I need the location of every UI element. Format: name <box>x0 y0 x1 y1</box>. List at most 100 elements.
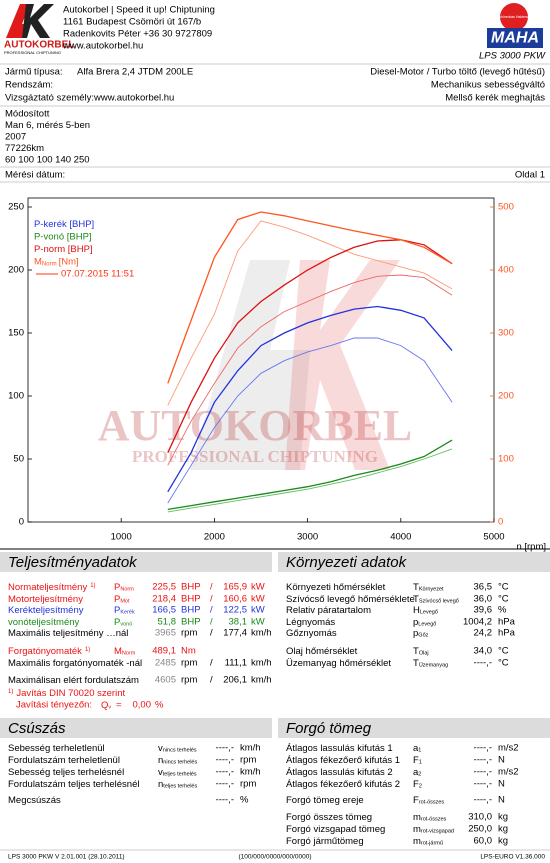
symbol-sub: vonó <box>120 622 132 628</box>
row-label: Fordulatszám terheletlenül <box>8 755 120 766</box>
row-value: ----,- <box>474 658 492 669</box>
row-label: Üzemanyag hőmérséklet <box>286 658 391 669</box>
label-text: Forgó összes tömeg <box>286 812 372 823</box>
row-unit: rpm <box>240 755 256 766</box>
row-label: Normateljesítmény 1) <box>8 582 96 593</box>
symbol-sub: nincs terhelés <box>163 760 197 766</box>
symbol-base: p <box>413 628 418 639</box>
symbol-base: M <box>114 646 122 657</box>
symbol-base: P <box>114 582 120 593</box>
row-unit2: km/h <box>251 658 272 669</box>
symbol-base: H <box>413 605 420 616</box>
legend-name: M <box>34 256 42 267</box>
row-label: Forgatónyomaték 1) <box>8 646 90 657</box>
symbol: MNorm <box>114 646 136 657</box>
row-unit: °C <box>498 594 509 605</box>
row-label: Gőznyomás <box>286 628 337 639</box>
row-label: Forgó tömeg ereje <box>286 795 364 806</box>
row-label: Szívócső levegő hőmérséklete <box>286 594 415 605</box>
row-unit2: km/h <box>251 628 272 639</box>
label-text: Átlagos lassulás kifutás 2 <box>286 767 393 778</box>
y-tick-label: 100 <box>8 391 24 402</box>
x-tick-label: 5000 <box>483 532 504 543</box>
symbol: pLevegő <box>413 617 436 628</box>
symbol-base: n <box>158 755 163 766</box>
label-text: Motorteljesítmény <box>8 594 83 605</box>
date-label: Mérési dátum: <box>5 170 65 181</box>
row-label: Fordulatszám teljes terhelésnél <box>8 779 139 790</box>
row-sep: / <box>210 658 213 669</box>
label-text: Forgó tömeg ereje <box>286 795 364 806</box>
symbol-sub: 2 <box>419 784 422 790</box>
watermark-shape <box>190 260 310 470</box>
symbol: nnincs terhelés <box>158 755 197 766</box>
row-value: 4605 <box>155 675 176 686</box>
row-unit: rpm <box>181 658 197 669</box>
symbol-base: T <box>413 582 419 593</box>
footer-center: (100/000/0000/000/0000) <box>238 854 311 861</box>
row-value2: 38,1 <box>229 617 248 628</box>
symbol-base: p <box>413 617 418 628</box>
section-title: Forgó tömeg <box>286 720 372 737</box>
row-unit: rpm <box>240 779 256 790</box>
row-label: Átlagos lassulás kifutás 1 <box>286 743 393 754</box>
label-text: Forgó vizsgapad tömeg <box>286 824 385 835</box>
note: Módosított <box>5 109 50 120</box>
symbol-base: m <box>413 812 421 823</box>
symbol-base: a <box>413 743 419 754</box>
row-label: Környezeti hőmérséklet <box>286 582 386 593</box>
row-value: 60,0 <box>474 836 493 847</box>
row-value: 36,0 <box>474 594 493 605</box>
logo-text: AUTOKORBEL <box>4 40 74 51</box>
series-line <box>167 439 453 511</box>
row-label: Átlagos fékezőerő kifutás 2 <box>286 779 400 790</box>
symbol-base: T <box>413 646 419 657</box>
row-sep: / <box>210 628 213 639</box>
comparison-line <box>167 337 453 504</box>
row-value2: 122,5 <box>223 605 247 616</box>
row-unit: N <box>498 795 505 806</box>
series-line <box>167 305 453 493</box>
y-tick-label: 250 <box>8 202 24 213</box>
section-title: Teljesítményadatok <box>8 554 138 571</box>
x-tick-label: 2000 <box>204 532 225 543</box>
symbol-sub: 1 <box>418 748 421 754</box>
row-label: Maximális forgatónyomaték -nál <box>8 658 142 669</box>
row-sep: / <box>210 675 213 686</box>
symbol-sub: rot-vizsgapad <box>421 829 454 835</box>
plot-frame <box>27 197 495 523</box>
row-unit: kg <box>498 812 508 823</box>
comparison-line <box>167 220 453 406</box>
row-label: vonóteljesítmény <box>8 617 80 628</box>
note: 60 100 100 140 250 <box>5 155 90 166</box>
symbol-base: F <box>413 755 419 766</box>
symbol: TOlaj <box>413 646 429 657</box>
symbol: TÜzemanyag <box>413 658 448 669</box>
label-text: Gőznyomás <box>286 628 337 639</box>
row-value2: 177,4 <box>223 628 247 639</box>
legend-entry: MNorm [Nm] <box>34 256 79 267</box>
symbol-base: P <box>114 605 120 616</box>
row-value2: 160,6 <box>223 594 247 605</box>
logo-sub: PROFESSIONAL CHIPTUNING <box>4 50 61 55</box>
vehicle-right: Mellső kerék meghajtás <box>445 93 545 104</box>
row-unit: m/s2 <box>498 767 519 778</box>
section-bar <box>0 718 272 738</box>
symbol: a2 <box>413 767 421 778</box>
footnote-text: Javítás DIN 70020 szerint <box>16 688 125 699</box>
row-value: ----,- <box>474 755 492 766</box>
row-label: Maximálisan elért fordulatszám <box>8 675 139 686</box>
row-value: 2485 <box>155 658 176 669</box>
row-value: 310,0 <box>468 812 492 823</box>
y2-tick-label: 200 <box>498 391 514 402</box>
symbol-base: v <box>158 743 163 754</box>
section-title: Csúszás <box>8 720 66 737</box>
y-tick-label: 0 <box>19 517 24 528</box>
label-text: Üzemanyag hőmérséklet <box>286 658 391 669</box>
row-unit: km/h <box>240 767 261 778</box>
legend-name: P-kerék [BHP] <box>34 219 94 230</box>
footer-right: LPS-EURO V1.36.000 <box>480 854 545 861</box>
maha-seal <box>500 3 528 31</box>
symbol-sub: Környezet <box>419 587 444 593</box>
footer-left: LPS 3000 PKW V 2.01.001 (28.10.2011) <box>8 854 125 861</box>
